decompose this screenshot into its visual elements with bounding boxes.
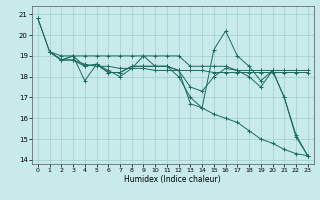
X-axis label: Humidex (Indice chaleur): Humidex (Indice chaleur) bbox=[124, 175, 221, 184]
